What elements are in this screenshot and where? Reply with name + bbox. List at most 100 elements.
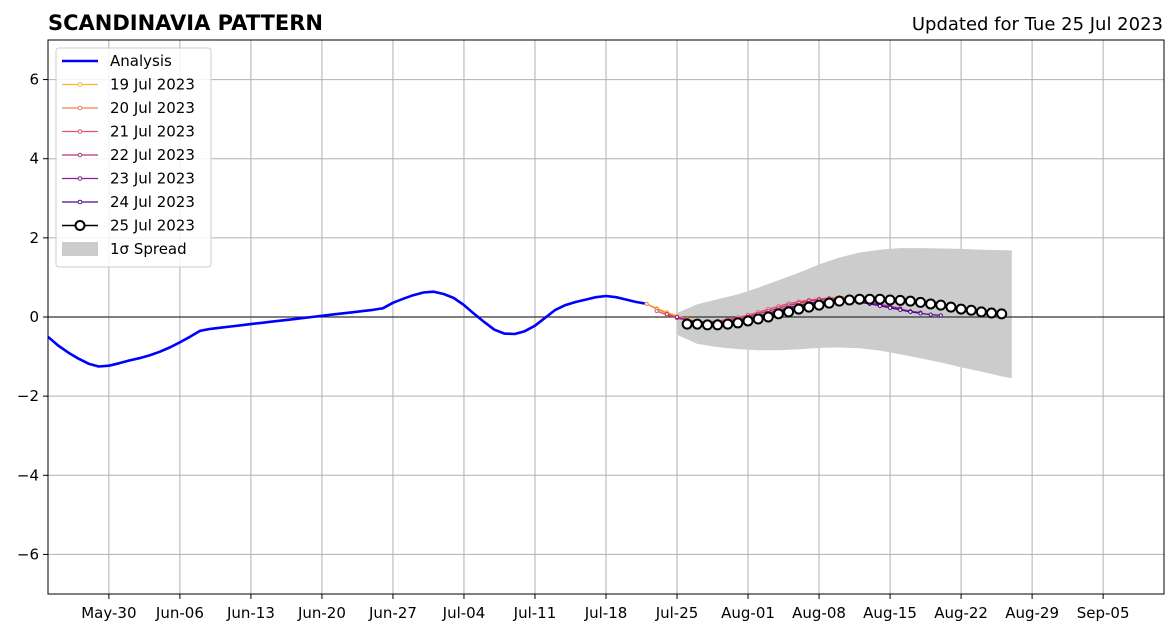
legend-marker <box>77 105 83 111</box>
latest-forecast-point <box>823 297 835 309</box>
latest-forecast-point <box>864 293 876 305</box>
latest-forecast-point <box>843 294 855 306</box>
forecast-point <box>887 305 893 310</box>
chart-title: SCANDINAVIA PATTERN <box>48 11 323 35</box>
legend-entry: 25 Jul 2023 <box>62 217 195 235</box>
x-axis-ticks: May-30 Jun-06 Jun-13 Jun-20 Jun-27 Jul-04 Jul-… <box>81 594 1130 622</box>
analysis-layer <box>47 290 647 368</box>
legend-box <box>55 47 212 268</box>
latest-forecast-point <box>681 318 693 330</box>
latest-forecast-point <box>803 301 815 313</box>
latest-forecast-point <box>955 303 967 315</box>
latest-forecast-layer <box>681 293 1008 331</box>
forecast-point <box>928 312 933 317</box>
latest-forecast-point <box>975 306 987 318</box>
legend-entry: 20 Jul 2023 <box>62 99 195 117</box>
spread-band <box>677 248 1012 379</box>
latest-forecast-point <box>813 299 825 311</box>
y-tick-label: 6 <box>29 71 39 89</box>
forecast-point <box>918 311 923 316</box>
latest-forecast-point <box>691 318 703 330</box>
latest-forecast-point <box>701 319 713 331</box>
forecast-point <box>664 312 669 317</box>
x-tick-label: Aug-29 <box>1005 604 1059 622</box>
legend-entry: Analysis <box>62 52 172 70</box>
latest-forecast-point <box>884 294 896 306</box>
legend-label: 22 Jul 2023 <box>110 146 195 164</box>
latest-forecast-point <box>996 308 1008 320</box>
latest-forecast-point <box>833 295 845 307</box>
legend-label: 23 Jul 2023 <box>110 170 195 188</box>
latest-forecast-point <box>874 293 886 305</box>
latest-forecast-point <box>904 295 916 307</box>
forecast-point <box>898 307 903 312</box>
analysis-line <box>47 290 647 368</box>
legend-entry: 21 Jul 2023 <box>62 123 195 141</box>
forecast-point <box>877 303 883 309</box>
latest-forecast-point <box>793 303 805 315</box>
latest-forecast-point <box>783 306 795 318</box>
forecast-point <box>938 313 943 318</box>
latest-forecast-point <box>854 293 866 305</box>
latest-forecast-point <box>722 318 734 330</box>
legend-entry: 19 Jul 2023 <box>62 76 195 94</box>
x-tick-label: Aug-08 <box>792 604 846 622</box>
latest-forecast-point <box>925 298 937 310</box>
chart-subtitle: Updated for Tue 25 Jul 2023 <box>912 14 1163 35</box>
latest-forecast-point <box>935 299 947 311</box>
legend-items: Analysis 19 Jul 2023 20 Jul 2023 21 Jul 202… <box>62 52 195 258</box>
legend: Analysis 19 Jul 2023 20 Jul 2023 21 Jul 202… <box>55 47 212 268</box>
x-tick-label: Aug-01 <box>721 604 775 622</box>
legend-marker <box>74 220 86 231</box>
forecast-point <box>908 309 913 314</box>
legend-entry: 22 Jul 2023 <box>62 146 195 164</box>
y-tick-label: −4 <box>17 466 39 484</box>
y-tick-label: 4 <box>29 150 39 168</box>
y-axis-ticks: 6 4 2 0 −2 −4 −6 <box>17 71 48 563</box>
latest-forecast-point <box>762 311 774 323</box>
legend-marker <box>77 199 83 205</box>
x-tick-label: Jul-11 <box>513 604 557 622</box>
latest-forecast-point <box>915 296 927 308</box>
y-tick-label: −2 <box>17 387 39 405</box>
x-tick-label: Jun-13 <box>226 604 275 622</box>
legend-label: 20 Jul 2023 <box>110 99 195 117</box>
legend-entry: 24 Jul 2023 <box>62 193 195 211</box>
x-tick-label: Jul-04 <box>442 604 486 622</box>
y-tick-label: −6 <box>17 545 39 563</box>
latest-forecast-point <box>732 317 744 329</box>
legend-marker <box>77 129 83 134</box>
legend-marker <box>77 176 83 181</box>
spread-layer <box>677 248 1012 379</box>
x-tick-label: Jun-27 <box>368 604 417 622</box>
legend-entry: 1σ Spread <box>62 240 187 258</box>
legend-label: 19 Jul 2023 <box>110 76 195 94</box>
y-tick-label: 2 <box>29 229 39 247</box>
latest-forecast-point <box>945 301 957 313</box>
latest-forecast-point <box>894 294 906 306</box>
legend-entry: 23 Jul 2023 <box>62 170 195 188</box>
x-tick-label: Jul-25 <box>655 604 699 622</box>
latest-forecast-point <box>712 319 724 331</box>
legend-marker <box>77 152 83 158</box>
legend-marker <box>77 82 83 87</box>
legend-label: 24 Jul 2023 <box>110 193 195 211</box>
x-tick-label: Aug-15 <box>863 604 917 622</box>
legend-swatch <box>62 242 98 256</box>
x-tick-label: Aug-22 <box>934 604 988 622</box>
latest-forecast-point <box>986 307 998 319</box>
latest-forecast-point <box>742 315 754 327</box>
x-tick-label: Jun-20 <box>297 604 346 622</box>
latest-forecast-point <box>752 313 764 325</box>
x-tick-label: Sep-05 <box>1077 604 1130 622</box>
x-tick-label: Jun-06 <box>155 604 204 622</box>
latest-forecast-point <box>772 308 784 320</box>
forecast-point <box>674 314 680 320</box>
legend-label: 21 Jul 2023 <box>110 123 195 141</box>
x-tick-label: May-30 <box>81 604 136 622</box>
latest-forecast-point <box>965 304 977 316</box>
legend-label: 1σ Spread <box>110 240 187 258</box>
forecast-point <box>654 308 659 314</box>
x-tick-label: Jul-18 <box>584 604 628 622</box>
